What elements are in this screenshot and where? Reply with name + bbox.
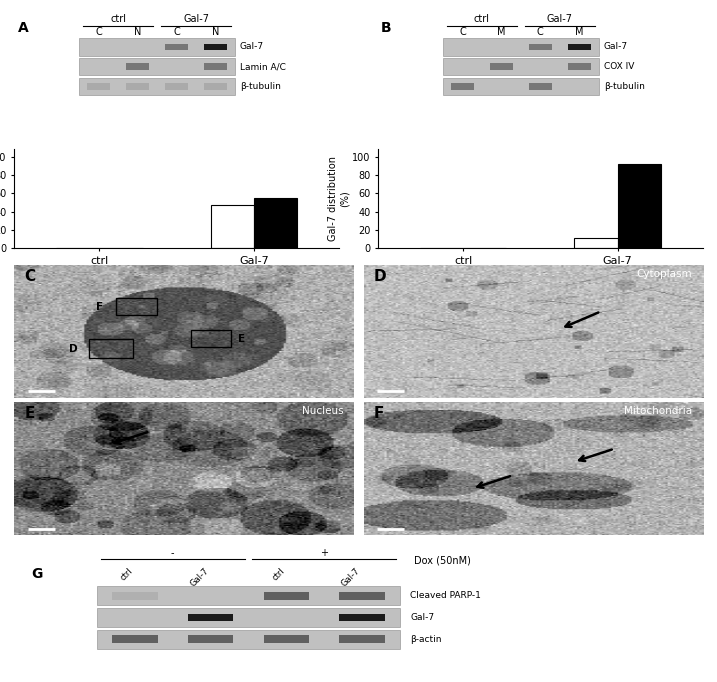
Bar — [89, 340, 133, 358]
Text: G: G — [32, 567, 43, 580]
Bar — [97, 608, 400, 627]
Text: ctrl: ctrl — [270, 567, 286, 582]
Text: Cleaved PARP-1: Cleaved PARP-1 — [410, 591, 481, 600]
Bar — [204, 44, 227, 50]
Text: -: - — [171, 548, 174, 558]
Bar — [568, 44, 591, 50]
Bar — [443, 78, 599, 95]
Bar — [97, 587, 400, 606]
Text: A: A — [18, 21, 29, 35]
Bar — [126, 83, 149, 90]
Bar — [528, 44, 552, 50]
Text: ctrl: ctrl — [119, 567, 135, 582]
Text: Gal-7: Gal-7 — [183, 14, 209, 25]
Bar — [80, 38, 235, 56]
Text: N: N — [212, 27, 219, 38]
Bar — [490, 63, 513, 70]
Text: Lamin A/C: Lamin A/C — [240, 62, 286, 71]
Text: Nucleus: Nucleus — [302, 406, 343, 416]
Text: Gal-7: Gal-7 — [410, 613, 435, 622]
Bar — [97, 629, 400, 649]
Bar — [211, 205, 254, 248]
Text: E: E — [24, 406, 35, 421]
Text: COX IV: COX IV — [604, 62, 634, 71]
Text: β-tubulin: β-tubulin — [240, 82, 281, 91]
Bar — [568, 63, 591, 70]
Text: N: N — [134, 27, 141, 38]
Bar — [116, 298, 157, 315]
Text: B: B — [381, 21, 392, 35]
Text: D: D — [69, 344, 77, 354]
Bar — [204, 63, 227, 70]
Text: Cytoplasm: Cytoplasm — [637, 269, 693, 279]
Text: Mitochondria: Mitochondria — [625, 406, 693, 416]
Text: F: F — [95, 301, 103, 312]
Bar — [188, 614, 233, 621]
Bar — [254, 198, 298, 248]
Text: C: C — [95, 27, 102, 38]
Bar — [188, 635, 233, 643]
Bar — [87, 83, 110, 90]
Bar — [443, 38, 599, 56]
Bar — [165, 44, 189, 50]
Text: Gal-7: Gal-7 — [604, 42, 628, 51]
Text: ctrl: ctrl — [474, 14, 490, 25]
Bar — [112, 635, 158, 643]
Bar — [204, 83, 227, 90]
Text: D: D — [374, 269, 386, 284]
Bar — [574, 238, 617, 248]
Bar — [528, 83, 552, 90]
Bar — [165, 83, 189, 90]
Text: Gal-7: Gal-7 — [340, 567, 362, 589]
Text: C: C — [24, 269, 36, 284]
Legend: cytoplasm, nucleus: cytoplasm, nucleus — [612, 151, 692, 181]
Bar — [191, 330, 232, 347]
Bar — [451, 83, 474, 90]
Bar — [443, 58, 599, 76]
Bar — [264, 592, 309, 599]
Text: Gal-7: Gal-7 — [189, 567, 211, 589]
Bar — [339, 614, 384, 621]
Bar — [80, 78, 235, 95]
Text: C: C — [537, 27, 543, 38]
Text: C: C — [459, 27, 466, 38]
Text: C: C — [174, 27, 180, 38]
Text: Gal-7: Gal-7 — [547, 14, 573, 25]
Text: +: + — [320, 548, 328, 558]
Text: F: F — [374, 406, 384, 421]
Text: M: M — [497, 27, 505, 38]
Bar — [126, 63, 149, 70]
Bar — [112, 592, 158, 599]
Text: Dox (50nM): Dox (50nM) — [414, 556, 470, 565]
Bar — [339, 635, 384, 643]
Text: M: M — [575, 27, 584, 38]
Bar — [339, 592, 384, 599]
Bar — [80, 58, 235, 76]
Text: E: E — [238, 333, 245, 344]
Bar — [617, 164, 661, 248]
Text: Gal-7: Gal-7 — [240, 42, 264, 51]
Bar — [264, 635, 309, 643]
Text: β-actin: β-actin — [410, 634, 442, 644]
Y-axis label: Gal-7 distribution
(%): Gal-7 distribution (%) — [328, 156, 349, 241]
Text: ctrl: ctrl — [110, 14, 126, 25]
Text: β-tubulin: β-tubulin — [604, 82, 645, 91]
